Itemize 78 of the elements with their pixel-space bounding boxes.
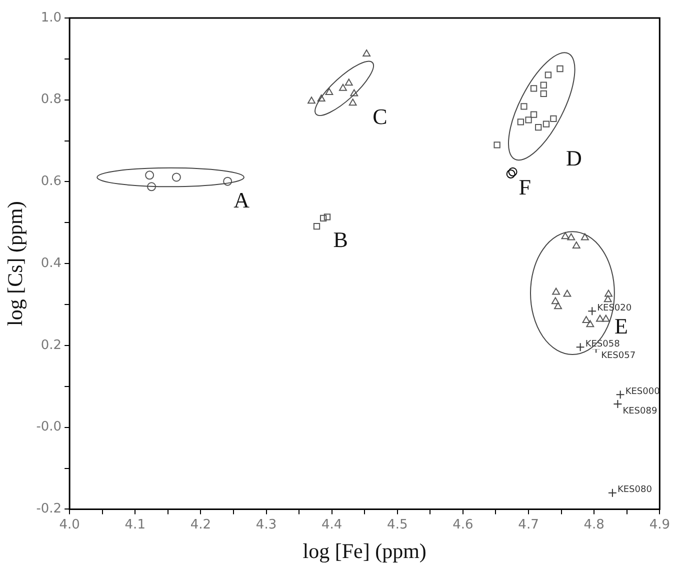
series-label: B (333, 227, 348, 252)
data-label: KES080 (617, 485, 652, 496)
point (596, 314, 604, 322)
x-tick-label: 4.9 (649, 517, 670, 532)
point (145, 170, 154, 180)
point (604, 290, 612, 297)
point (552, 288, 560, 295)
point (551, 297, 560, 304)
point (604, 295, 612, 302)
y-tick-label: -0.2 (36, 502, 62, 517)
x-tick-label: 4.7 (518, 517, 539, 532)
data-label: KES089 (622, 406, 658, 416)
point (576, 342, 585, 352)
point (525, 116, 532, 124)
point (494, 142, 500, 148)
point (223, 176, 232, 186)
point (530, 85, 538, 92)
point (572, 242, 580, 248)
point (325, 88, 334, 95)
data-label: KES000 (625, 386, 660, 397)
point (320, 214, 327, 222)
x-tick-label: 4.1 (124, 517, 146, 532)
point (567, 233, 576, 240)
point (339, 84, 347, 91)
point (147, 182, 156, 192)
point (535, 124, 542, 131)
point (520, 103, 528, 110)
point (344, 78, 353, 86)
x-tick-label: 4.6 (452, 517, 474, 532)
data-label: KES057 (601, 351, 636, 362)
x-tick-label: 4.8 (584, 517, 604, 532)
point (588, 306, 597, 316)
point (582, 316, 590, 323)
point (530, 111, 538, 118)
point (561, 232, 570, 240)
point (563, 290, 572, 297)
point (544, 72, 552, 78)
point (608, 488, 617, 498)
point (550, 115, 557, 122)
point (616, 390, 625, 400)
x-tick-label: 4.2 (190, 517, 212, 532)
series-label: C (372, 104, 388, 129)
y-axis-title: log [Cs] (ppm) (3, 201, 28, 326)
point (308, 96, 316, 104)
point (517, 118, 524, 126)
point (586, 320, 594, 328)
y-tick-label: 0.8 (40, 92, 62, 108)
point (542, 120, 550, 128)
point (556, 65, 564, 72)
point (362, 50, 371, 57)
point (613, 400, 622, 408)
y-tick-label: 0.4 (40, 256, 62, 271)
x-tick-label: 4.5 (387, 517, 408, 532)
point (506, 169, 516, 178)
point (350, 89, 358, 96)
point (313, 223, 320, 230)
point (540, 82, 547, 88)
point (324, 214, 331, 220)
y-tick-label: -0.0 (36, 420, 62, 435)
point (554, 302, 562, 310)
y-tick-label: 0.6 (40, 174, 62, 190)
series-label: F (518, 174, 532, 200)
point (348, 98, 357, 106)
x-tick-label: 4.0 (59, 517, 80, 532)
point (602, 314, 610, 322)
point (317, 94, 326, 102)
point (172, 172, 181, 182)
x-tick-label: 4.4 (321, 517, 342, 532)
y-tick-label: 1.0 (40, 10, 62, 26)
point (508, 167, 518, 176)
point (540, 90, 547, 98)
point (580, 233, 589, 240)
series-label: D (566, 146, 582, 171)
series-label: E (614, 313, 628, 338)
y-tick-label: 0.2 (40, 338, 62, 353)
x-tick-label: 4.3 (256, 517, 277, 532)
series-label: A (234, 187, 250, 212)
x-axis-title: log [Fe] (ppm) (302, 538, 426, 563)
